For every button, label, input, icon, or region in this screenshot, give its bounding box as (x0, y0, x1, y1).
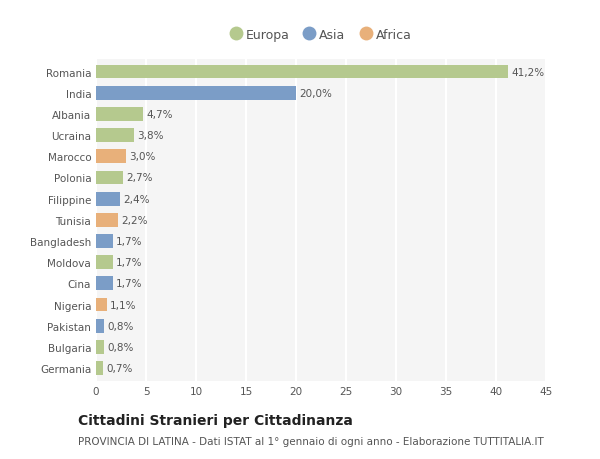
Text: 0,8%: 0,8% (107, 321, 133, 331)
Bar (96, 319, 104, 333)
Bar (96, 340, 104, 354)
Bar (96, 361, 103, 375)
Text: 1,7%: 1,7% (116, 236, 143, 246)
Text: 2,2%: 2,2% (121, 215, 148, 225)
Bar (96, 66, 508, 79)
Text: 1,1%: 1,1% (110, 300, 137, 310)
Bar (96, 213, 118, 227)
Text: 2,4%: 2,4% (123, 194, 149, 204)
Bar (96, 150, 126, 164)
Text: 0,7%: 0,7% (106, 363, 133, 373)
Bar (96, 298, 107, 312)
Bar (96, 235, 113, 248)
Bar (96, 108, 143, 122)
Bar (96, 192, 120, 206)
Text: 3,0%: 3,0% (129, 152, 155, 162)
Text: 1,7%: 1,7% (116, 257, 143, 268)
Bar (96, 129, 134, 143)
Text: Cittadini Stranieri per Cittadinanza: Cittadini Stranieri per Cittadinanza (78, 414, 353, 428)
Text: 3,8%: 3,8% (137, 131, 163, 141)
Legend: Europa, Asia, Africa: Europa, Asia, Africa (226, 24, 416, 47)
Text: PROVINCIA DI LATINA - Dati ISTAT al 1° gennaio di ogni anno - Elaborazione TUTTI: PROVINCIA DI LATINA - Dati ISTAT al 1° g… (78, 437, 544, 446)
Bar (96, 256, 113, 269)
Text: 41,2%: 41,2% (511, 67, 544, 78)
Text: 1,7%: 1,7% (116, 279, 143, 289)
Text: 2,7%: 2,7% (126, 173, 152, 183)
Bar (96, 87, 296, 101)
Text: 0,8%: 0,8% (107, 342, 133, 352)
Bar (96, 277, 113, 291)
Text: 4,7%: 4,7% (146, 110, 173, 120)
Text: 20,0%: 20,0% (299, 89, 332, 99)
Bar (96, 171, 123, 185)
